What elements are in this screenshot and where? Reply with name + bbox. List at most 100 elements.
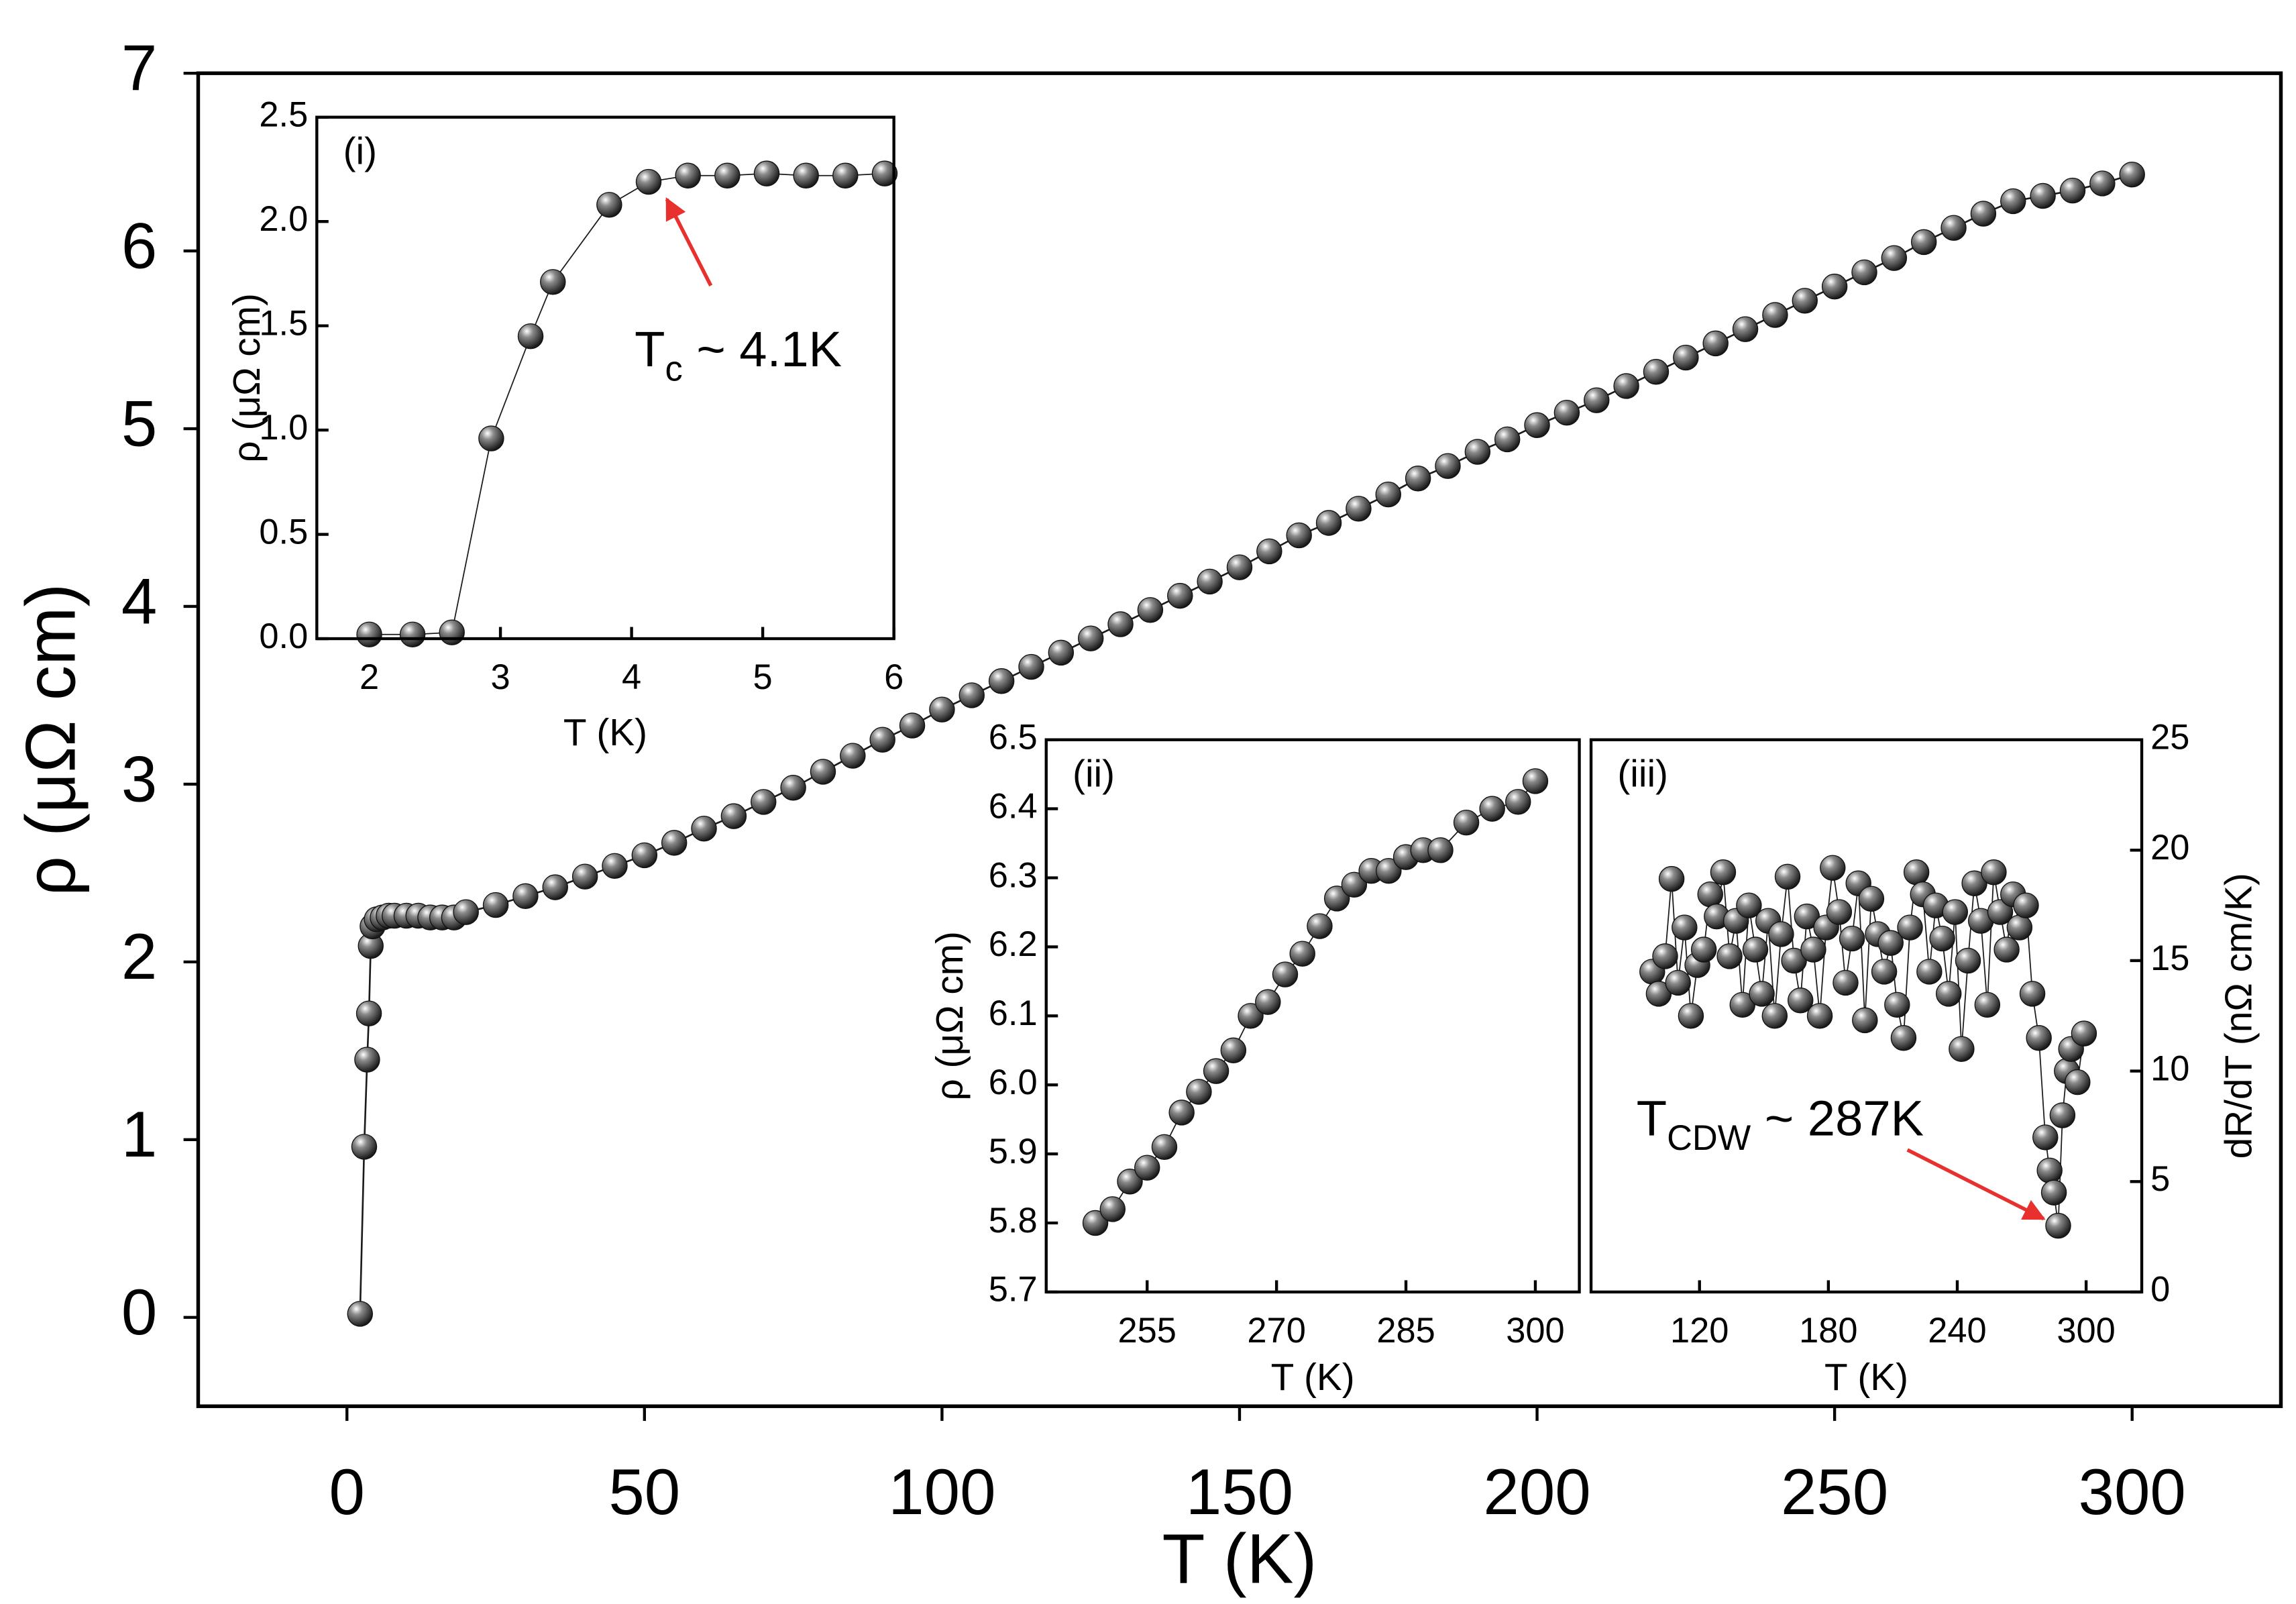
data-point xyxy=(1678,1003,1704,1029)
data-point xyxy=(512,883,539,910)
data-point xyxy=(347,1301,373,1327)
data-point xyxy=(1806,1003,1833,1029)
y-tick-label: 6.5 xyxy=(989,718,1038,757)
data-point xyxy=(1839,925,1865,952)
data-point xyxy=(2019,981,2046,1007)
panel-label: (ii) xyxy=(1073,753,1115,796)
y2-tick-label: 15 xyxy=(2150,939,2189,978)
data-point xyxy=(1524,412,1550,438)
annotation-text: T xyxy=(635,321,665,377)
data-point xyxy=(1697,881,1723,908)
data-point xyxy=(1652,943,1678,969)
data-point xyxy=(1833,969,1859,996)
data-point xyxy=(1464,439,1491,465)
x-tick-label: 285 xyxy=(1376,1312,1435,1350)
data-point xyxy=(1505,789,1531,815)
data-point xyxy=(1376,857,1402,884)
data-point xyxy=(631,842,658,869)
y-tick-label: 2 xyxy=(121,921,157,993)
plot-area xyxy=(1046,739,1580,1292)
data-point xyxy=(1788,987,1814,1014)
axis-frame xyxy=(1044,738,1581,1294)
data-point xyxy=(871,160,898,186)
x-tick-label: 4 xyxy=(622,658,641,697)
x-tick-label: 300 xyxy=(1506,1312,1564,1350)
data-point xyxy=(1768,921,1794,947)
data-point xyxy=(1890,1025,1917,1051)
tcdw-arrow xyxy=(1906,1148,2046,1221)
y-tick-label: 1 xyxy=(121,1099,157,1171)
data-point xyxy=(1851,259,1877,286)
y-tick-label: 5.8 xyxy=(989,1201,1038,1240)
data-point xyxy=(478,425,504,451)
data-point xyxy=(675,162,701,189)
data-point xyxy=(1716,943,1743,969)
data-point xyxy=(1117,1169,1143,1195)
panel-label: (i) xyxy=(343,131,377,173)
data-point xyxy=(1375,481,1401,508)
data-point xyxy=(2071,1020,2097,1047)
data-point xyxy=(542,874,568,900)
y-tick-label: 2.0 xyxy=(259,200,308,239)
data-point xyxy=(1645,981,1672,1007)
data-point xyxy=(1672,914,1698,941)
data-point xyxy=(1255,989,1281,1015)
x-tick-label: 150 xyxy=(1186,1456,1293,1528)
data-point xyxy=(1800,937,1826,963)
data-point xyxy=(482,892,509,918)
y-tick-label: 0 xyxy=(121,1277,157,1348)
data-point xyxy=(793,162,819,189)
y-tick-label: 0.0 xyxy=(259,617,308,656)
data-point xyxy=(1168,1100,1195,1126)
data-point xyxy=(1613,373,1639,399)
data-point xyxy=(2036,1157,2063,1184)
annotation-subscript: c xyxy=(665,350,683,389)
data-point xyxy=(1077,625,1104,651)
x-axis-label: T (K) xyxy=(563,712,647,754)
data-point xyxy=(1940,215,1967,241)
x-tick-label: 300 xyxy=(2057,1312,2115,1350)
y-tick-label: 6.0 xyxy=(989,1063,1038,1102)
data-point xyxy=(720,803,747,829)
x-tick-label: 255 xyxy=(1118,1312,1177,1350)
data-point xyxy=(929,696,955,723)
y2-tick-label: 20 xyxy=(2150,828,2189,867)
y-tick-label: 6 xyxy=(121,210,157,282)
data-point xyxy=(1852,1007,1878,1034)
y2-tick-label: 0 xyxy=(2150,1271,2170,1309)
y-tick-label: 5 xyxy=(121,388,157,460)
data-point xyxy=(596,192,622,218)
data-point xyxy=(1881,245,1908,271)
data-point xyxy=(1315,510,1342,536)
chart: 2 3 4 5 6 0.0 0.5 1.0 1.5 2.0 2.5 T (K) ρ (μΩ cm) (i)… xyxy=(226,96,904,755)
x-tick-label: 6 xyxy=(884,658,904,697)
data-point xyxy=(1435,453,1461,479)
data-point xyxy=(661,830,688,856)
x-tick-label: 240 xyxy=(1928,1312,1986,1350)
data-point xyxy=(1307,913,1333,939)
data-point xyxy=(1935,981,1962,1007)
y2-tick-label: 10 xyxy=(2150,1049,2189,1088)
y-tick-label: 6.3 xyxy=(989,856,1038,895)
data-point xyxy=(1099,1196,1126,1222)
data-point xyxy=(1710,859,1737,886)
data-point xyxy=(780,775,806,801)
y-axis-label: ρ (μΩ cm) xyxy=(11,584,90,896)
data-point xyxy=(439,619,465,645)
data-point xyxy=(517,323,544,350)
data-point xyxy=(1729,992,1755,1018)
axis-frame xyxy=(1589,738,2144,1294)
data-point xyxy=(840,743,866,769)
data-point xyxy=(751,789,777,815)
data-point xyxy=(1903,859,1930,886)
data-point xyxy=(1186,1079,1212,1105)
data-point xyxy=(1821,273,1848,300)
data-point xyxy=(1897,914,1923,941)
annotation: TCDW ~ 287K xyxy=(1637,1090,1924,1158)
annotation-subscript: CDW xyxy=(1667,1119,1751,1158)
y-tick-label: 5.7 xyxy=(989,1271,1038,1309)
data-point xyxy=(1762,302,1788,328)
data-point xyxy=(1993,937,2020,963)
x-tick-label: 300 xyxy=(2079,1456,2186,1528)
x-tick-label: 2 xyxy=(360,658,379,697)
